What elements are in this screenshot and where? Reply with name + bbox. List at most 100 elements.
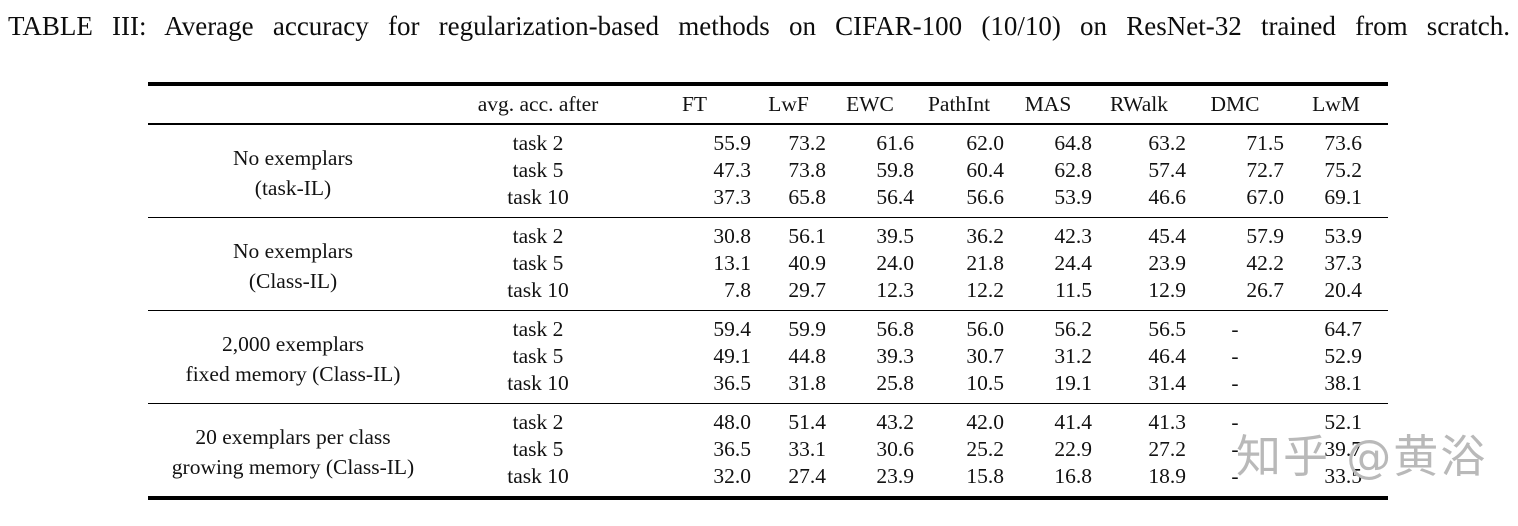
value-cell: 12.9 [1148,278,1186,302]
value-cell: 64.8 [1054,131,1092,155]
value-cell: 18.9 [1148,464,1186,488]
value-cell: - [1231,344,1239,368]
table-row: task 10 7.8 29.7 12.3 12.2 11.5 12.9 26.7 20.4 [148,277,1388,311]
value-cell: 62.0 [966,131,1004,155]
value-cell: 36.5 [713,371,751,395]
row-group: No exemplars (Class-IL) task 2 30.8 56.1 39.5… [148,218,1388,311]
value-cell: 48.0 [713,410,751,434]
value-cell: 10.5 [966,371,1004,395]
value-cell: 63.2 [1148,131,1186,155]
value-cell: 40.9 [788,251,826,275]
value-cell: 41.3 [1148,410,1186,434]
value-cell: 37.3 [713,185,751,209]
value-cell: 61.6 [876,131,914,155]
value-cell: 44.8 [788,344,826,368]
group-label-line: (task-IL) [254,175,332,200]
table-row: 2,000 exemplars fixed memory (Class-IL) ta… [148,311,1388,386]
value-cell: 59.8 [876,158,914,182]
value-cell: 37.3 [1324,251,1362,275]
task-cell: task 2 [512,224,564,248]
value-cell: 56.4 [876,185,914,209]
column-header-dmc: DMC [1186,84,1284,125]
value-cell: 56.0 [966,317,1004,341]
value-cell: 65.8 [788,185,826,209]
value-cell: 12.3 [876,278,914,302]
value-cell: - [1231,437,1239,461]
value-cell: 52.1 [1324,410,1362,434]
column-header-mas: MAS [1004,84,1092,125]
value-cell: 56.5 [1148,317,1186,341]
group-label: No exemplars (task-IL) [148,124,438,218]
value-cell: 53.9 [1324,224,1362,248]
value-cell: 33.5 [1324,464,1362,488]
group-label: 20 exemplars per class growing memory (Cl… [148,404,438,499]
value-cell: 73.2 [788,131,826,155]
value-cell: 24.4 [1054,251,1092,275]
value-cell: 56.8 [876,317,914,341]
value-cell: 7.8 [724,278,751,302]
task-cell: task 10 [507,371,569,395]
task-cell: task 2 [512,317,564,341]
value-cell: 33.1 [788,437,826,461]
value-cell: 16.8 [1054,464,1092,488]
value-cell: 11.5 [1055,278,1092,302]
row-group: No exemplars (task-IL) task 2 55.9 73.2 61.6 6… [148,124,1388,218]
column-header-pathint: PathInt [914,84,1004,125]
value-cell: 39.5 [876,224,914,248]
value-cell: 51.4 [788,410,826,434]
value-cell: 53.9 [1054,185,1092,209]
table-caption: TABLE III: Average accuracy for regulari… [8,11,1510,41]
table-row: 20 exemplars per class growing memory (Cl… [148,404,1388,479]
value-cell: 36.2 [966,224,1004,248]
value-cell: 25.2 [966,437,1004,461]
value-cell: 19.1 [1054,371,1092,395]
value-cell: 38.1 [1324,371,1362,395]
value-cell: 23.9 [1148,251,1186,275]
value-cell: 39.7 [1324,437,1362,461]
value-cell: 41.4 [1054,410,1092,434]
group-label-line: No exemplars [232,238,353,263]
column-header-lwf: LwF [751,84,826,125]
value-cell: 46.6 [1148,185,1186,209]
value-cell: 22.9 [1054,437,1092,461]
table-row: task 10 32.0 27.4 23.9 15.8 16.8 18.9 - 33.5 [148,463,1388,498]
group-label-line: fixed memory (Class-IL) [185,361,401,386]
value-cell: 31.2 [1054,344,1092,368]
group-label-line: No exemplars [232,145,353,170]
value-cell: 30.8 [713,224,751,248]
task-cell: task 5 [512,437,564,461]
column-header-ft: FT [638,84,751,125]
table-row: task 5 36.5 33.1 30.6 25.2 22.9 27.2 - 39.7 [148,436,1388,463]
value-cell: 27.4 [788,464,826,488]
value-cell: 73.6 [1324,131,1362,155]
value-cell: 31.4 [1148,371,1186,395]
value-cell: 72.7 [1246,158,1284,182]
value-cell: 64.7 [1324,317,1362,341]
value-cell: 25.8 [876,371,914,395]
value-cell: 30.7 [966,344,1004,368]
value-cell: 26.7 [1246,278,1284,302]
value-cell: 12.2 [966,278,1004,302]
value-cell: 75.2 [1324,158,1362,182]
value-cell: 56.6 [966,185,1004,209]
results-table: avg. acc. after FT LwF EWC PathInt MAS RWalk DM… [148,82,1388,500]
value-cell: 57.4 [1148,158,1186,182]
value-cell: 13.1 [713,251,751,275]
value-cell: 43.2 [876,410,914,434]
group-label-line: 20 exemplars per class [195,424,391,449]
value-cell: - [1231,371,1239,395]
value-cell: 56.1 [788,224,826,248]
value-cell: 45.4 [1148,224,1186,248]
group-label-line: 2,000 exemplars [221,331,365,356]
value-cell: 20.4 [1324,278,1362,302]
task-cell: task 10 [507,185,569,209]
value-cell: 21.8 [966,251,1004,275]
column-header-lwm: LwM [1284,84,1388,125]
value-cell: - [1231,410,1239,434]
task-cell: task 2 [512,410,564,434]
task-cell: task 2 [512,131,564,155]
value-cell: 42.0 [966,410,1004,434]
value-cell: 46.4 [1148,344,1186,368]
value-cell: 47.3 [713,158,751,182]
task-cell: task 10 [507,278,569,302]
